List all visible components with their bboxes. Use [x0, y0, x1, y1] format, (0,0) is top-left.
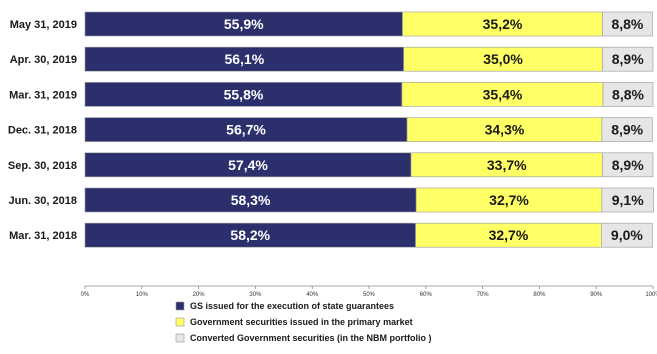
bar-segment [601, 187, 654, 213]
category-label: Jun. 30, 2018 [9, 195, 78, 207]
x-tick-label: 10% [136, 292, 149, 298]
bar-segment [601, 222, 653, 248]
bar-segment [415, 222, 602, 248]
data-label: 8,9% [612, 51, 644, 67]
data-label: 8,9% [611, 122, 643, 138]
x-tick-label: 50% [363, 292, 376, 298]
bar-segment [402, 11, 603, 37]
x-tick-label: 40% [306, 292, 319, 298]
data-label: 9,0% [611, 227, 643, 243]
x-tick-label: 30% [249, 292, 262, 298]
data-label: 35,4% [483, 86, 523, 102]
bar-segment [84, 187, 417, 213]
data-label: 56,7% [226, 122, 266, 138]
bar-segment [401, 82, 604, 107]
plot-area: May 31, 2019 55,9% 35,2% 8,8% Apr. 30, 2019 5… [8, 11, 654, 248]
category-label: May 31, 2019 [10, 19, 77, 31]
data-label: 32,7% [489, 192, 529, 208]
data-label: 9,1% [612, 192, 644, 208]
bar-segment [602, 11, 653, 37]
legend-entry: Converted Government securities (in the … [190, 333, 432, 343]
legend-entry: Government securities issued in the prim… [190, 317, 413, 327]
data-label: 33,7% [487, 157, 527, 173]
data-label: 8,8% [611, 16, 643, 32]
bar-segment [84, 46, 404, 72]
data-label: 32,7% [489, 227, 529, 243]
data-label: 57,4% [228, 157, 268, 173]
bar-segment [84, 222, 416, 248]
data-label: 56,1% [224, 51, 264, 67]
x-tick-label: 0% [81, 292, 90, 298]
x-tick-label: 70% [477, 292, 490, 298]
data-label: 34,3% [485, 122, 525, 138]
data-label: 55,8% [224, 86, 264, 102]
legend: GS issued for the execution of state gua… [175, 301, 432, 343]
bar-segment [84, 82, 403, 107]
x-tick-label: 20% [193, 292, 206, 298]
bar-segment [403, 46, 603, 72]
legend-swatch [175, 301, 185, 311]
legend-entry: GS issued for the execution of state gua… [190, 301, 394, 311]
bar-segment [602, 152, 654, 178]
x-tick-label: 80% [533, 292, 546, 298]
legend-swatch [175, 317, 185, 327]
x-tick-label: 100% [645, 292, 657, 298]
data-label: 35,0% [483, 51, 523, 67]
bar-segment [410, 152, 603, 178]
data-label: 58,2% [230, 227, 270, 243]
bar-segment [602, 46, 654, 72]
data-label: 58,3% [231, 192, 271, 208]
category-label: Dec. 31, 2018 [8, 125, 77, 137]
category-label: Sep. 30, 2018 [8, 160, 77, 172]
category-label: Mar. 31, 2019 [9, 89, 77, 101]
data-label: 8,9% [612, 157, 644, 173]
bar-segment [84, 152, 412, 178]
bar-segment [84, 117, 408, 142]
x-axis: 0% 10% 20% 30% 40% 50% 60% 70% 80% 90% 100% [81, 285, 657, 298]
bar-segment [415, 187, 603, 213]
category-label: Apr. 30, 2019 [10, 54, 77, 66]
data-label: 55,9% [224, 16, 264, 32]
x-tick-label: 90% [590, 292, 603, 298]
x-tick-label: 60% [420, 292, 433, 298]
bar-segment [601, 117, 653, 142]
legend-swatch [175, 333, 185, 343]
bar-segment [406, 117, 603, 142]
category-label: Mar. 31, 2018 [9, 230, 77, 242]
bar-segment [84, 11, 403, 37]
data-label: 35,2% [483, 16, 523, 32]
bar-segment [602, 82, 654, 107]
data-label: 8,8% [612, 86, 644, 102]
